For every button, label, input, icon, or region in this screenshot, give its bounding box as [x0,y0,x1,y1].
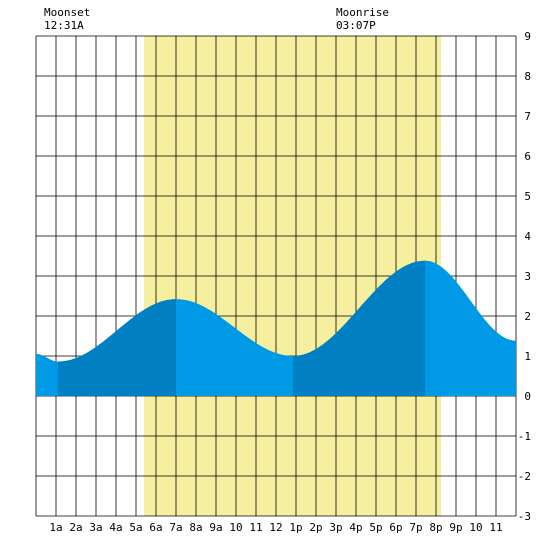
x-tick-label: 7a [169,521,182,534]
y-tick-label: -1 [518,430,531,443]
y-tick-label: 2 [524,310,531,323]
x-tick-label: 7p [409,521,422,534]
y-tick-label: 7 [524,110,531,123]
x-tick-label: 9p [449,521,462,534]
y-tick-label: 8 [524,70,531,83]
y-tick-label: 4 [524,230,531,243]
tide-segment-falling [36,354,58,396]
moonrise-time: 03:07P [336,19,376,32]
chart-grid [35,35,517,517]
x-tick-label: 12 [269,521,282,534]
moonrise-label: Moonrise [336,6,389,19]
x-tick-label: 5a [129,521,142,534]
x-tick-label: 3a [89,521,102,534]
y-axis-tick-labels: -3 -2 -1 0 1 2 3 4 5 6 7 8 9 [518,30,532,523]
x-tick-label: 4a [109,521,122,534]
x-tick-label: 8a [189,521,202,534]
x-tick-label: 6p [389,521,402,534]
x-tick-label: 2p [309,521,322,534]
y-tick-label: 0 [524,390,531,403]
x-tick-label: 11 [249,521,262,534]
x-tick-label: 10 [469,521,482,534]
tide-segment-falling [425,260,516,396]
x-tick-label: 1p [289,521,302,534]
x-tick-label: 2a [69,521,82,534]
x-tick-label: 10 [229,521,242,534]
x-tick-label: 1a [49,521,62,534]
tide-area-overlay [36,260,516,396]
x-tick-label: 6a [149,521,162,534]
x-tick-label: 5p [369,521,382,534]
x-tick-label: 9a [209,521,222,534]
x-tick-label: 11 [489,521,502,534]
y-tick-label: 5 [524,190,531,203]
tide-segment-falling [176,299,293,396]
x-tick-label: 8p [429,521,442,534]
moonset-time: 12:31A [44,19,84,32]
y-tick-label: -2 [518,470,531,483]
tide-segment-rising [293,260,425,396]
y-tick-label: 9 [524,30,531,43]
y-tick-label: 3 [524,270,531,283]
x-axis-tick-labels: 1a 2a 3a 4a 5a 6a 7a 8a 9a 10 11 12 1p 2p 3p 4p 5p 6p 7p 8p… [49,521,502,534]
y-tick-label: 1 [524,350,531,363]
y-tick-label: 6 [524,150,531,163]
tide-segment-rising [58,299,176,396]
moonset-label: Moonset [44,6,91,19]
y-tick-label: -3 [518,510,531,523]
x-tick-label: 4p [349,521,362,534]
x-tick-label: 3p [329,521,342,534]
